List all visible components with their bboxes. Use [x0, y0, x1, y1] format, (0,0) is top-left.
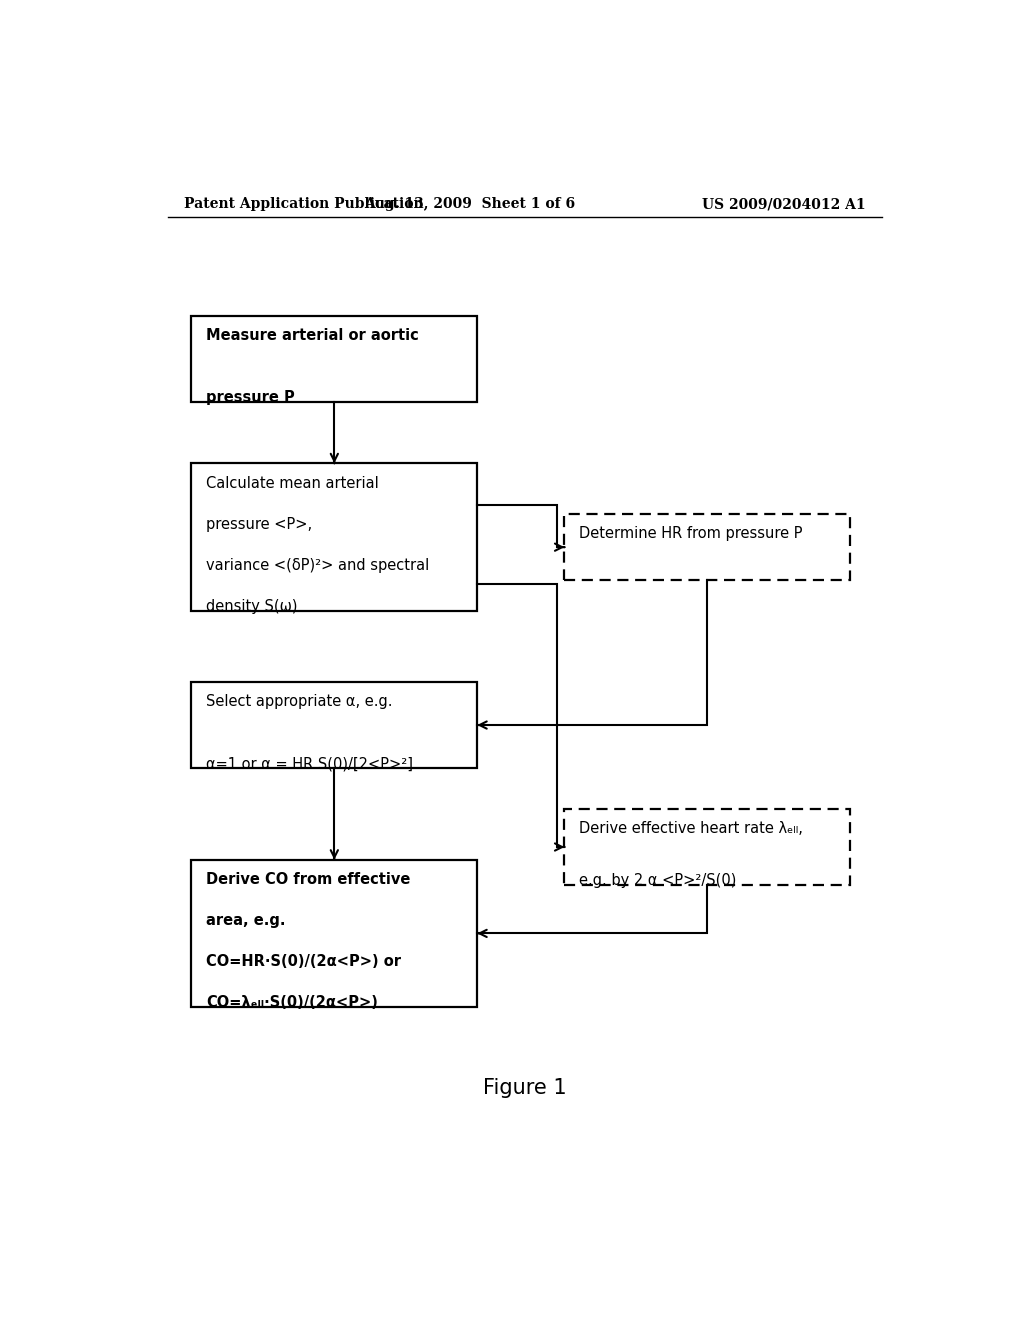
- Text: area, e.g.: area, e.g.: [206, 913, 286, 928]
- Text: CO=λₑₗₗ·S(0)/(2α<P>): CO=λₑₗₗ·S(0)/(2α<P>): [206, 995, 378, 1010]
- Bar: [191, 463, 477, 611]
- Bar: [191, 315, 477, 403]
- Text: Select appropriate α, e.g.: Select appropriate α, e.g.: [206, 694, 392, 709]
- Text: Figure 1: Figure 1: [483, 1078, 566, 1098]
- Text: density S(ω): density S(ω): [206, 598, 297, 614]
- Text: pressure P: pressure P: [206, 391, 295, 405]
- Text: Derive CO from effective: Derive CO from effective: [206, 873, 411, 887]
- Text: α=1 or α = HR S(0)/[2<P>²]: α=1 or α = HR S(0)/[2<P>²]: [206, 756, 413, 771]
- Bar: [564, 515, 850, 581]
- Text: Determine HR from pressure P: Determine HR from pressure P: [579, 527, 802, 541]
- Bar: [191, 682, 477, 768]
- Text: Aug. 13, 2009  Sheet 1 of 6: Aug. 13, 2009 Sheet 1 of 6: [364, 197, 574, 211]
- Text: e.g. by 2 α <P>²/S(0): e.g. by 2 α <P>²/S(0): [579, 873, 736, 888]
- Text: Measure arterial or aortic: Measure arterial or aortic: [206, 329, 419, 343]
- Text: Derive effective heart rate λₑₗₗ,: Derive effective heart rate λₑₗₗ,: [579, 821, 803, 836]
- Text: Patent Application Publication: Patent Application Publication: [183, 197, 423, 211]
- Bar: [564, 809, 850, 886]
- Bar: [191, 859, 477, 1007]
- Text: CO=HR·S(0)/(2α<P>) or: CO=HR·S(0)/(2α<P>) or: [206, 954, 400, 969]
- Text: pressure <P>,: pressure <P>,: [206, 516, 312, 532]
- Text: variance <(δP)²> and spectral: variance <(δP)²> and spectral: [206, 557, 429, 573]
- Text: US 2009/0204012 A1: US 2009/0204012 A1: [702, 197, 866, 211]
- Text: Calculate mean arterial: Calculate mean arterial: [206, 475, 379, 491]
